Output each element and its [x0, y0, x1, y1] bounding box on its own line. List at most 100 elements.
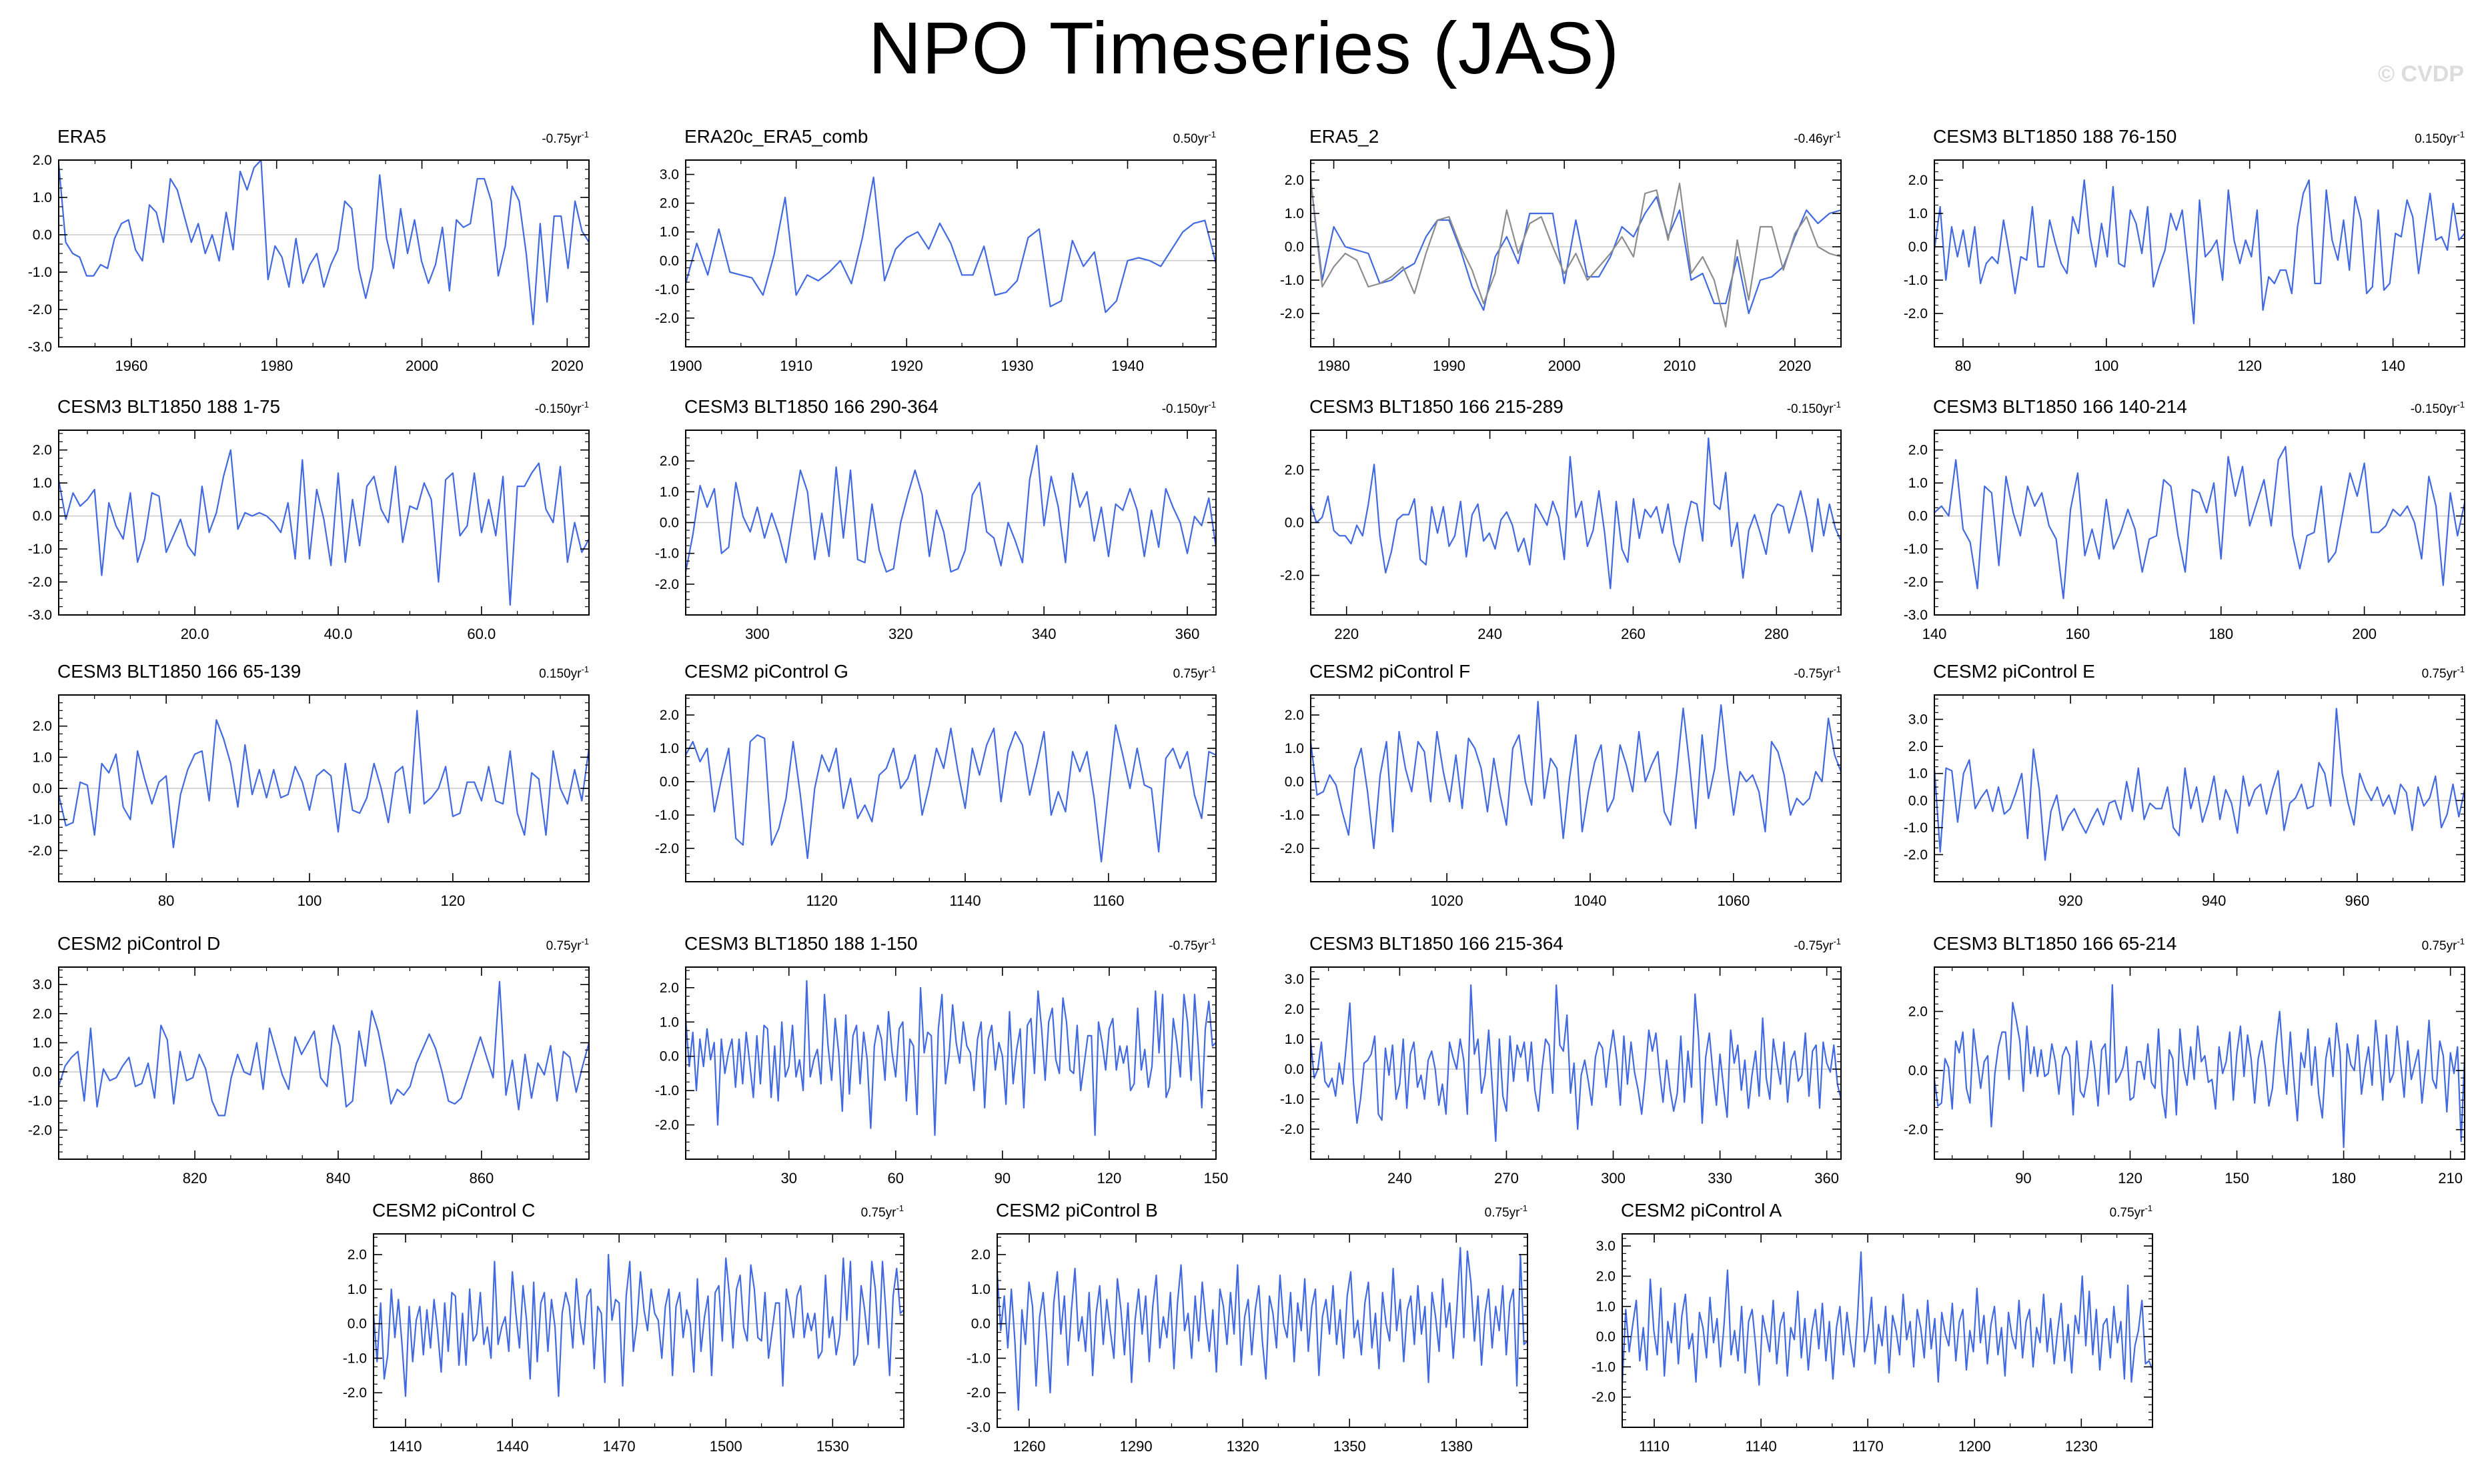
panel-title: CESM3 BLT1850 166 65-214 — [1933, 933, 2176, 954]
trend-label: -0.46yr-1 — [1794, 129, 1841, 146]
y-tick-label: 1.0 — [660, 741, 679, 756]
x-tick-label: 1500 — [710, 1438, 742, 1455]
x-tick-label: 20.0 — [181, 626, 209, 642]
plot-frame — [1934, 159, 2465, 347]
panel-1: ERA5 -0.75yr-1 1960 1980 2000 2020 -3.0 -2.0 -1.… — [28, 126, 590, 374]
panel-title: CESM3 BLT1850 166 65-139 — [57, 661, 301, 682]
panel-title: CESM2 piControl D — [57, 933, 220, 954]
y-tick-label: -2.0 — [28, 302, 52, 317]
plot-frame — [997, 1233, 1528, 1428]
series-line — [1933, 179, 2465, 325]
x-tick-label: 300 — [1601, 1170, 1626, 1187]
x-tick-label: 210 — [2438, 1170, 2463, 1187]
y-tick-label: -2.0 — [655, 841, 679, 856]
x-tick-label: 1410 — [390, 1438, 422, 1455]
y-tick-label: 0.0 — [33, 227, 52, 243]
x-tick-label: 820 — [183, 1170, 207, 1187]
plot-frame — [58, 966, 590, 1160]
x-tick-label: 960 — [2345, 892, 2369, 909]
x-tick-label: 1910 — [780, 357, 812, 374]
y-tick-label: -1.0 — [1904, 820, 1928, 836]
panel-title: CESM3 BLT1850 166 215-289 — [1309, 396, 1564, 417]
x-tick-label: 360 — [1175, 626, 1200, 642]
plot-frame — [1310, 694, 1842, 882]
watermark: © CVDP — [2378, 61, 2464, 87]
y-tick-label: 1.0 — [33, 750, 52, 765]
series-line — [1309, 179, 1842, 315]
series-line — [1309, 437, 1842, 590]
y-tick-label: 1.0 — [1908, 476, 1928, 491]
y-tick-label: 0.0 — [1285, 1062, 1304, 1077]
panel-16: CESM3 BLT1850 166 65-214 0.75yr-1 90 120 150… — [1904, 933, 2466, 1187]
x-tick-label: 1040 — [1574, 892, 1607, 909]
x-tick-label: 1160 — [1093, 892, 1124, 909]
series-line — [1309, 984, 1842, 1143]
y-tick-label: -1.0 — [28, 1094, 52, 1109]
y-tick-label: -2.0 — [1904, 1123, 1928, 1138]
y-tick-label: 1.0 — [33, 1035, 52, 1050]
y-tick-label: 0.0 — [660, 516, 679, 531]
y-tick-label: -1.0 — [1592, 1359, 1616, 1375]
y-tick-label: -1.0 — [28, 542, 52, 557]
panel-7: CESM3 BLT1850 166 215-289 -0.150yr-1 220 24… — [1280, 396, 1842, 642]
plot-frame — [1934, 694, 2465, 882]
y-tick-label: 0.0 — [1908, 1063, 1928, 1078]
x-tick-label: 840 — [326, 1170, 351, 1187]
trend-label: -0.150yr-1 — [2411, 400, 2465, 416]
y-tick-label: -1.0 — [967, 1351, 991, 1366]
y-tick-label: -1.0 — [1904, 542, 1928, 557]
y-tick-label: 1.0 — [660, 484, 679, 500]
y-tick-label: 2.0 — [660, 454, 679, 469]
y-tick-label: 0.0 — [971, 1317, 991, 1332]
y-tick-label: -2.0 — [967, 1385, 991, 1401]
x-tick-label: 200 — [2352, 626, 2377, 642]
y-tick-label: 3.0 — [1908, 712, 1928, 728]
y-tick-label: -1.0 — [28, 812, 52, 828]
panel-2: ERA20c_ERA5_comb 0.50yr-1 1900 1910 1920 1930… — [655, 126, 1217, 374]
x-tick-label: 300 — [745, 626, 770, 642]
x-tick-label: 90 — [995, 1170, 1011, 1187]
panel-title: CESM3 BLT1850 188 76-150 — [1933, 126, 2176, 147]
y-tick-label: -2.0 — [1280, 1122, 1304, 1137]
y-tick-label: -1.0 — [28, 265, 52, 280]
panel-title: ERA5_2 — [1309, 126, 1379, 147]
y-tick-label: 3.0 — [33, 977, 52, 992]
y-tick-label: -2.0 — [1280, 841, 1304, 856]
plot-frame — [1934, 430, 2465, 616]
y-tick-label: -2.0 — [343, 1385, 367, 1401]
x-tick-label: 1470 — [603, 1438, 636, 1455]
panel-title: CESM3 BLT1850 188 1-75 — [57, 396, 280, 417]
y-tick-label: 2.0 — [348, 1247, 367, 1263]
y-tick-label: -2.0 — [1592, 1390, 1616, 1405]
y-tick-label: -1.0 — [1280, 808, 1304, 823]
y-tick-label: 2.0 — [971, 1247, 991, 1263]
x-tick-label: 1380 — [1440, 1438, 1473, 1455]
y-tick-label: 0.0 — [660, 1049, 679, 1064]
x-tick-label: 860 — [469, 1170, 494, 1187]
panel-17: CESM2 piControl C 0.75yr-1 1410 1440 1470 150… — [343, 1200, 904, 1455]
y-tick-label: 1.0 — [348, 1282, 367, 1297]
panel-title: CESM2 piControl F — [1309, 661, 1470, 682]
y-tick-label: 0.0 — [1908, 239, 1928, 255]
y-tick-label: -2.0 — [1904, 847, 1928, 862]
y-tick-label: 0.0 — [33, 1064, 52, 1080]
y-tick-label: 2.0 — [1285, 462, 1304, 478]
y-tick-label: 2.0 — [1285, 173, 1304, 188]
x-tick-label: 1920 — [890, 357, 923, 374]
y-tick-label: -3.0 — [28, 339, 52, 355]
x-tick-label: 2000 — [406, 357, 438, 374]
x-tick-label: 260 — [1621, 626, 1646, 642]
x-tick-label: 340 — [1032, 626, 1057, 642]
x-tick-label: 1940 — [1111, 357, 1144, 374]
x-tick-label: 330 — [1708, 1170, 1732, 1187]
y-tick-label: 1.0 — [33, 190, 52, 205]
y-tick-label: -3.0 — [967, 1420, 991, 1435]
y-tick-label: 0.0 — [348, 1317, 367, 1332]
series-line — [684, 980, 1217, 1137]
y-tick-label: 2.0 — [1285, 1002, 1304, 1017]
y-tick-label: -1.0 — [1280, 273, 1304, 288]
x-tick-label: 160 — [2066, 626, 2090, 642]
x-tick-label: 220 — [1334, 626, 1359, 642]
y-tick-label: 3.0 — [660, 167, 679, 183]
x-tick-label: 240 — [1477, 626, 1502, 642]
